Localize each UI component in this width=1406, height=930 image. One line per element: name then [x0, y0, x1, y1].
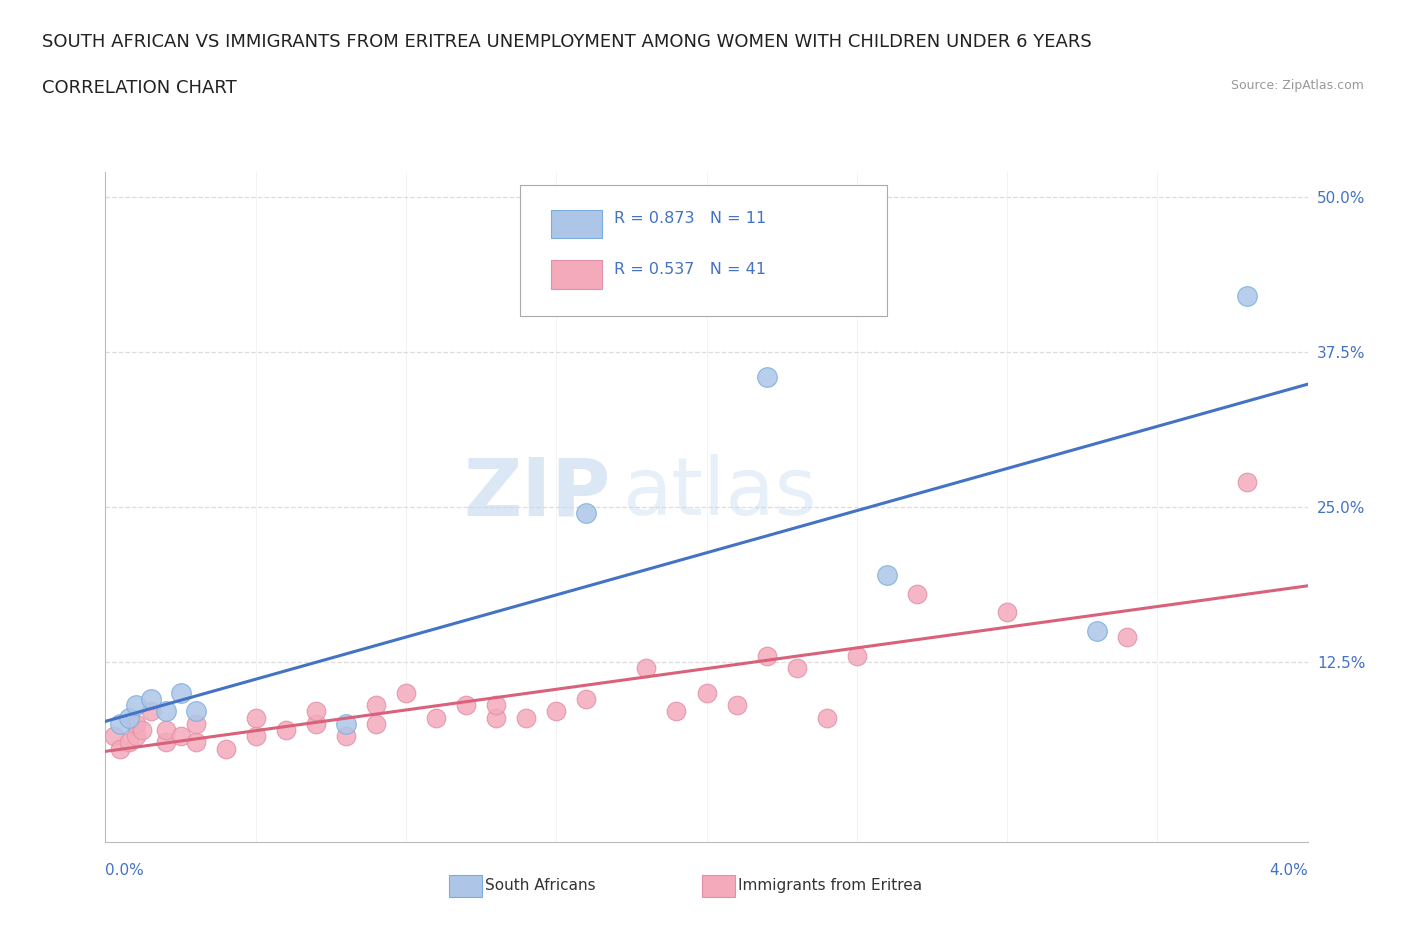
Point: [124, 729, 146, 744]
Point: [245, 729, 267, 744]
Point: [184, 704, 207, 719]
Point: [245, 711, 267, 725]
Point: [124, 716, 146, 731]
Point: [169, 685, 191, 700]
Point: [876, 567, 898, 582]
FancyBboxPatch shape: [551, 260, 602, 288]
Point: [184, 735, 207, 750]
Point: [274, 723, 297, 737]
Point: [155, 704, 177, 719]
Point: [1236, 474, 1258, 489]
Point: [786, 660, 808, 675]
Point: [575, 692, 598, 707]
Text: CORRELATION CHART: CORRELATION CHART: [42, 79, 238, 97]
Text: SOUTH AFRICAN VS IMMIGRANTS FROM ERITREA UNEMPLOYMENT AMONG WOMEN WITH CHILDREN : SOUTH AFRICAN VS IMMIGRANTS FROM ERITREA…: [42, 33, 1092, 50]
Point: [395, 685, 418, 700]
Point: [131, 723, 153, 737]
Point: [485, 711, 508, 725]
Point: [155, 723, 177, 737]
Point: [139, 704, 162, 719]
Point: [995, 604, 1018, 619]
Text: ZIP: ZIP: [463, 455, 610, 533]
Text: R = 0.873   N = 11: R = 0.873 N = 11: [614, 211, 766, 226]
Point: [546, 704, 568, 719]
Point: [425, 711, 447, 725]
Point: [665, 704, 688, 719]
FancyBboxPatch shape: [551, 210, 602, 238]
Point: [1085, 623, 1108, 638]
Point: [169, 729, 191, 744]
Point: [118, 711, 141, 725]
Point: [184, 716, 207, 731]
Point: [905, 586, 928, 601]
Point: [118, 735, 141, 750]
Text: Source: ZipAtlas.com: Source: ZipAtlas.com: [1230, 79, 1364, 92]
Point: [696, 685, 718, 700]
Point: [636, 660, 658, 675]
Point: [305, 704, 328, 719]
Point: [515, 711, 537, 725]
Point: [364, 698, 387, 712]
Point: [575, 506, 598, 521]
Point: [845, 648, 868, 663]
Point: [155, 735, 177, 750]
FancyBboxPatch shape: [520, 185, 887, 316]
Point: [214, 741, 236, 756]
Point: [454, 698, 477, 712]
Text: Immigrants from Eritrea: Immigrants from Eritrea: [738, 878, 922, 893]
Text: atlas: atlas: [623, 455, 817, 533]
Point: [139, 692, 162, 707]
Point: [485, 698, 508, 712]
Point: [110, 716, 132, 731]
Point: [815, 711, 838, 725]
Point: [305, 716, 328, 731]
Point: [335, 729, 357, 744]
Point: [1236, 288, 1258, 303]
Point: [364, 716, 387, 731]
Text: South Africans: South Africans: [485, 878, 596, 893]
Point: [725, 698, 748, 712]
Text: 4.0%: 4.0%: [1268, 863, 1308, 878]
Point: [124, 698, 146, 712]
Point: [335, 716, 357, 731]
Point: [103, 729, 125, 744]
Point: [110, 741, 132, 756]
Point: [755, 369, 778, 384]
Text: R = 0.537   N = 41: R = 0.537 N = 41: [614, 261, 766, 276]
Point: [1116, 630, 1139, 644]
Point: [755, 648, 778, 663]
Text: 0.0%: 0.0%: [105, 863, 145, 878]
